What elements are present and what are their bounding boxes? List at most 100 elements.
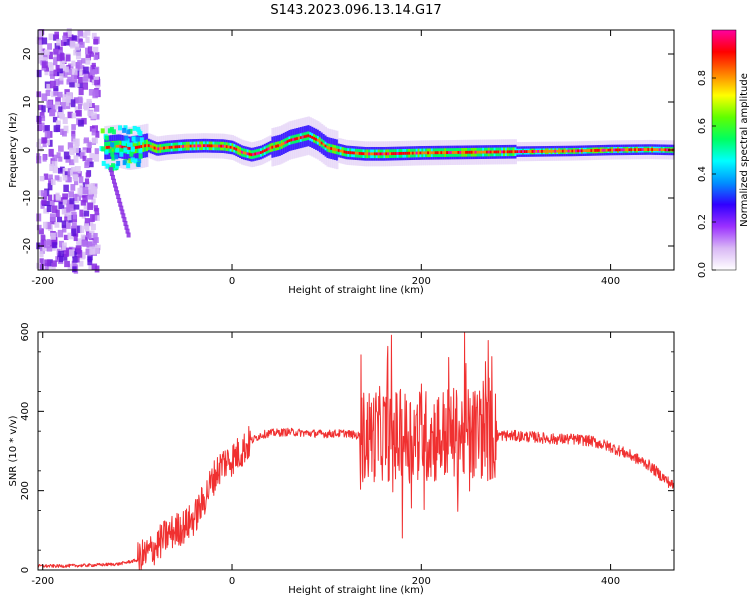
ridge-core bbox=[233, 146, 236, 150]
ridge-blob bbox=[111, 129, 116, 135]
noise-cell bbox=[51, 160, 58, 168]
ridge-blob bbox=[126, 163, 131, 169]
ridge-blob bbox=[107, 128, 112, 134]
ridge-core bbox=[440, 151, 443, 155]
noise-cell bbox=[67, 111, 73, 119]
noise-cell bbox=[42, 137, 48, 143]
ridge-core bbox=[153, 146, 157, 150]
ridge-core bbox=[223, 144, 227, 148]
ridge-core bbox=[389, 152, 392, 156]
ridge-core bbox=[533, 150, 536, 153]
ridge-core bbox=[269, 146, 272, 150]
noise-cell bbox=[71, 260, 77, 267]
ridge-tail bbox=[110, 174, 115, 180]
ridge-blob bbox=[104, 149, 109, 155]
noise-cell bbox=[87, 232, 92, 240]
noise-cell bbox=[42, 154, 47, 162]
ridge-core bbox=[185, 144, 189, 148]
noise-cell bbox=[36, 155, 42, 164]
ridge-core bbox=[261, 150, 265, 154]
noise-cell bbox=[94, 114, 100, 120]
ridge-core bbox=[353, 151, 356, 155]
ridge-core bbox=[463, 150, 466, 154]
noise-cell bbox=[73, 49, 78, 56]
ridge-core bbox=[115, 145, 119, 148]
ridge-core bbox=[231, 146, 234, 149]
ridge-core bbox=[586, 149, 590, 153]
noise-cell bbox=[55, 64, 60, 72]
noise-cell bbox=[66, 199, 72, 205]
noise-cell bbox=[77, 82, 84, 88]
noise-cell bbox=[47, 194, 53, 201]
noise-cell bbox=[52, 154, 58, 162]
ridge-core bbox=[246, 152, 250, 156]
noise-cell bbox=[76, 225, 82, 234]
ridge-core bbox=[468, 150, 472, 154]
noise-cell bbox=[40, 115, 46, 122]
ridge-tail bbox=[111, 178, 116, 184]
ridge-core bbox=[643, 148, 647, 152]
noise-cell bbox=[49, 163, 55, 172]
noise-cell bbox=[87, 256, 92, 263]
ridge-core bbox=[372, 152, 375, 156]
ridge-core bbox=[438, 151, 442, 155]
noise-cell bbox=[77, 30, 84, 37]
ridge-core bbox=[580, 149, 584, 153]
ridge-blob bbox=[128, 158, 133, 164]
ridge-core bbox=[402, 151, 405, 155]
noise-cell bbox=[44, 125, 50, 131]
noise-cell bbox=[82, 82, 89, 90]
noise-cell bbox=[79, 41, 85, 48]
noise-cell bbox=[64, 66, 69, 73]
noise-cell bbox=[65, 54, 71, 62]
noise-cell bbox=[91, 62, 96, 71]
noise-cell bbox=[48, 139, 53, 147]
noise-cell bbox=[71, 60, 76, 67]
ridge-core bbox=[189, 144, 193, 148]
snr-background bbox=[38, 332, 674, 570]
ridge-core bbox=[303, 135, 307, 139]
spectrogram-y-label: Frequency (Hz) bbox=[8, 112, 19, 188]
noise-cell bbox=[79, 152, 85, 159]
ridge-core bbox=[575, 149, 578, 153]
ridge-core bbox=[206, 144, 210, 148]
ridge-core bbox=[199, 144, 202, 148]
noise-cell bbox=[93, 76, 99, 83]
noise-cell bbox=[45, 139, 50, 146]
x-tick-label: 400 bbox=[601, 276, 620, 287]
ridge-core bbox=[649, 148, 652, 151]
noise-cell bbox=[53, 48, 59, 55]
noise-cell bbox=[79, 184, 84, 193]
ridge-core bbox=[546, 149, 550, 153]
noise-cell bbox=[90, 186, 96, 193]
ridge-core bbox=[379, 152, 383, 156]
ridge-core bbox=[195, 144, 198, 148]
snr-y-axis: 0 200 400 600 bbox=[20, 322, 674, 573]
noise-cell bbox=[60, 102, 66, 110]
ridge-core bbox=[482, 150, 485, 154]
ridge-core bbox=[184, 144, 187, 148]
noise-cell bbox=[65, 247, 72, 256]
noise-cell bbox=[83, 66, 89, 74]
ridge-core bbox=[381, 152, 385, 156]
ridge-tail bbox=[124, 224, 129, 230]
noise-cell bbox=[63, 38, 70, 46]
ridge-core bbox=[203, 144, 206, 148]
noise-cell bbox=[83, 202, 90, 210]
snr-series-line bbox=[37, 331, 675, 571]
noise-cell bbox=[95, 130, 100, 138]
noise-cell bbox=[75, 245, 82, 253]
ridge-blob bbox=[114, 163, 119, 169]
ridge-core bbox=[588, 149, 592, 152]
ridge-core bbox=[626, 148, 630, 152]
colorbar-tick-label: 0.2 bbox=[697, 214, 708, 230]
noise-cell bbox=[80, 234, 86, 240]
ridge-core bbox=[461, 150, 464, 154]
noise-cell bbox=[80, 251, 86, 259]
ridge-core bbox=[258, 151, 261, 155]
ridge-core bbox=[288, 139, 291, 143]
ridge-core bbox=[347, 151, 350, 154]
noise-cell bbox=[41, 199, 47, 205]
noise-cell bbox=[91, 263, 98, 271]
